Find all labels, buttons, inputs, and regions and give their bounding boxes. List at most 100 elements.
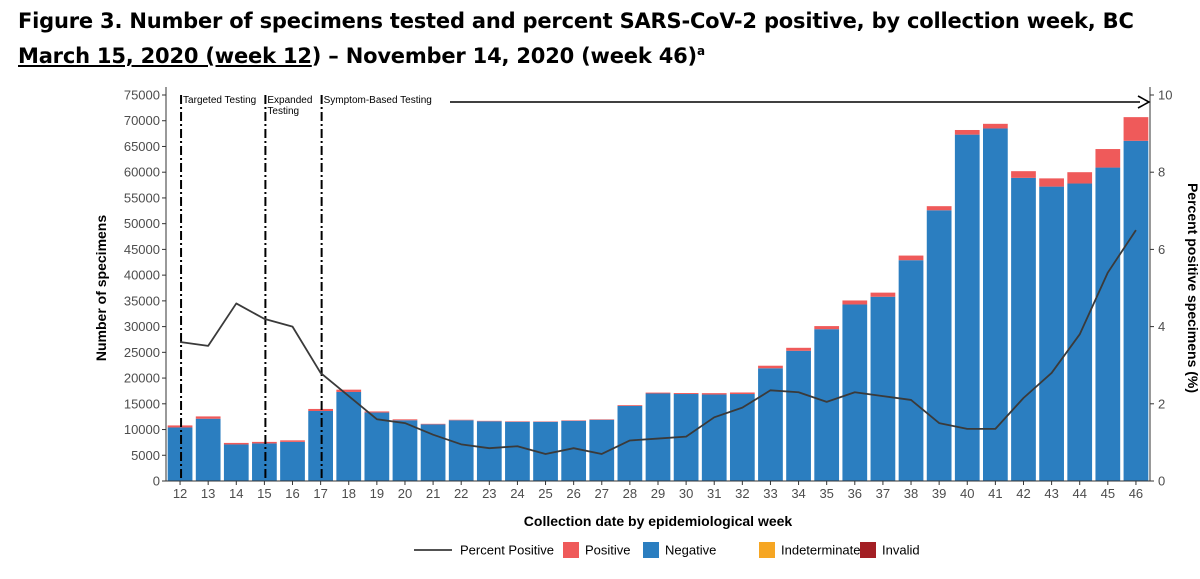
y-tick-label: 20000 xyxy=(124,371,160,386)
bar-positive-week-29 xyxy=(645,392,671,394)
bars-layer xyxy=(167,117,1149,482)
legend: Percent Positive Positive Negative Indeterm… xyxy=(414,542,920,558)
y-tick-label: 15000 xyxy=(124,396,160,411)
bar-positive-week-28 xyxy=(617,405,643,406)
x-tick-label: 38 xyxy=(904,486,918,501)
bar-positive-week-16 xyxy=(280,440,305,442)
bar-positive-week-14 xyxy=(223,442,249,445)
x-tick-label: 43 xyxy=(1044,486,1058,501)
x-tick-label: 25 xyxy=(538,486,552,501)
legend-label-positive: Positive xyxy=(585,543,631,558)
y-tick-label: 25000 xyxy=(124,345,160,360)
x-tick-label: 36 xyxy=(848,486,862,501)
figure-title-line1: Figure 3. Number of specimens tested and… xyxy=(18,6,1134,36)
bar-negative-week-16 xyxy=(280,441,305,481)
x-tick-label: 42 xyxy=(1016,486,1030,501)
y-tick-label: 75000 xyxy=(124,88,160,103)
x-tick-label: 28 xyxy=(623,486,637,501)
x-tick-label: 45 xyxy=(1101,486,1115,501)
bar-positive-week-24 xyxy=(505,421,530,422)
bar-negative-week-21 xyxy=(420,424,446,481)
x-tick-label: 31 xyxy=(707,486,721,501)
x-tick-label: 20 xyxy=(398,486,412,501)
phase-arrow-head xyxy=(1137,95,1151,109)
y-tick-label: 45000 xyxy=(124,242,160,257)
bar-negative-week-22 xyxy=(448,420,474,481)
x-tick-label: 18 xyxy=(342,486,356,501)
y-tick-label: 60000 xyxy=(124,165,160,180)
legend-swatch-indeterminate xyxy=(759,542,775,558)
x-tick-label: 32 xyxy=(735,486,749,501)
x-tick-label: 15 xyxy=(257,486,271,501)
figure-subtitle-underlined: March 15, 2020 (week 12 xyxy=(18,44,312,68)
bar-negative-week-38 xyxy=(898,260,924,481)
bar-positive-week-44 xyxy=(1067,172,1093,184)
x-tick-label: 24 xyxy=(510,486,524,501)
legend-label-indeterminate: Indeterminate xyxy=(781,543,861,558)
x-tick-label: 44 xyxy=(1072,486,1086,501)
legend-swatch-positive xyxy=(563,542,579,558)
axes-layer: 0 5000 10000 15000 20000 25000 30000 35000 40000… xyxy=(124,87,1172,501)
bar-negative-week-19 xyxy=(364,412,390,481)
y2-tick-label: 6 xyxy=(1158,242,1165,257)
y-tick-label: 70000 xyxy=(124,113,160,128)
bar-negative-week-26 xyxy=(561,420,587,481)
x-tick-label: 21 xyxy=(426,486,440,501)
bar-positive-week-19 xyxy=(364,411,390,413)
bar-positive-week-41 xyxy=(983,123,1008,129)
phase-label-1: Expanded xyxy=(267,95,312,106)
y-tick-label: 5000 xyxy=(131,448,160,463)
x-tick-label: 23 xyxy=(482,486,496,501)
bar-positive-week-18 xyxy=(336,389,362,392)
legend-label-percent-positive: Percent Positive xyxy=(460,543,554,558)
x-tick-label: 35 xyxy=(819,486,833,501)
x-tick-label: 16 xyxy=(285,486,299,501)
bar-positive-week-37 xyxy=(870,292,896,297)
x-tick-label: 19 xyxy=(370,486,384,501)
x-tick-label: 37 xyxy=(876,486,890,501)
y-tick-label: 55000 xyxy=(124,190,160,205)
bar-positive-week-13 xyxy=(195,416,221,419)
y-tick-label: 65000 xyxy=(124,139,160,154)
x-tick-label: 12 xyxy=(173,486,187,501)
x-tick-label: 26 xyxy=(566,486,580,501)
y2-tick-label: 4 xyxy=(1158,319,1165,334)
bar-positive-week-31 xyxy=(701,393,727,395)
x-axis-title: Collection date by epidemiological week xyxy=(524,513,793,529)
bar-negative-week-39 xyxy=(926,210,952,481)
phase-label-0: Targeted Testing xyxy=(183,95,256,106)
figure-title-line2: March 15, 2020 (week 12) – November 14, … xyxy=(18,36,1134,71)
bar-negative-week-20 xyxy=(392,420,418,481)
percent-positive-line xyxy=(179,229,1137,455)
bar-negative-week-41 xyxy=(983,128,1008,481)
phase-label-2: Symptom-Based Testing xyxy=(324,95,432,106)
bar-negative-week-13 xyxy=(195,418,221,481)
bar-positive-week-30 xyxy=(673,393,699,395)
bar-positive-week-43 xyxy=(1039,178,1064,187)
y2-tick-label: 0 xyxy=(1158,474,1165,489)
bar-positive-week-42 xyxy=(1011,171,1036,178)
bar-negative-week-35 xyxy=(814,329,840,481)
bar-positive-week-34 xyxy=(786,347,811,351)
y-tick-label: 35000 xyxy=(124,293,160,308)
legend-label-negative: Negative xyxy=(665,543,716,558)
x-tick-label: 22 xyxy=(454,486,468,501)
x-tick-label: 40 xyxy=(960,486,974,501)
bar-negative-week-40 xyxy=(954,134,980,481)
x-tick-label: 33 xyxy=(763,486,777,501)
y2-tick-label: 8 xyxy=(1158,165,1165,180)
bar-negative-week-31 xyxy=(701,394,727,481)
x-tick-label: 30 xyxy=(679,486,693,501)
bar-positive-week-33 xyxy=(758,365,783,369)
figure-title-text: Number of specimens tested and percent S… xyxy=(122,9,1134,33)
x-tick-label: 29 xyxy=(651,486,665,501)
bar-positive-week-35 xyxy=(814,326,840,330)
bar-positive-week-38 xyxy=(898,255,924,261)
x-tick-label: 41 xyxy=(988,486,1002,501)
bar-negative-week-24 xyxy=(505,421,530,481)
bar-negative-week-33 xyxy=(758,368,783,481)
x-tick-label: 39 xyxy=(932,486,946,501)
bar-negative-week-23 xyxy=(476,421,502,481)
bar-negative-week-43 xyxy=(1039,186,1064,482)
percent-line-layer xyxy=(179,229,1137,455)
